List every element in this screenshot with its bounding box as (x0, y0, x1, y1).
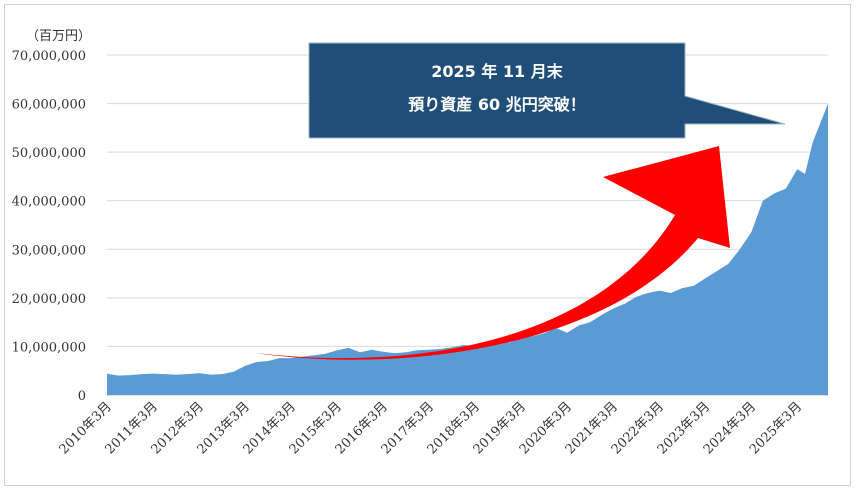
y-tick-label: 60,000,000 (12, 98, 86, 113)
callout: 2025 年 11 月末 預り資産 60 兆円突破！ (308, 42, 786, 139)
y-tick-label: 30,000,000 (12, 243, 86, 258)
y-tick-label: 20,000,000 (12, 292, 86, 307)
y-axis-labels: 0 10,000,000 20,000,000 30,000,000 40,000,00… (12, 49, 86, 404)
y-tick-label: 40,000,000 (12, 195, 86, 210)
y-tick-label: 70,000,000 (12, 49, 86, 64)
y-axis-unit-label: （百万円） (26, 29, 91, 44)
y-tick-label: 0 (78, 389, 86, 404)
area-series-fill (107, 103, 828, 395)
y-tick-label: 10,000,000 (12, 340, 86, 355)
chart-frame (4, 4, 851, 486)
callout-shape (308, 42, 786, 139)
y-tick-label: 50,000,000 (12, 146, 86, 161)
callout-line2: 預り資産 60 兆円突破！ (408, 95, 585, 114)
x-axis-labels: 2010年3月2011年3月2012年3月2013年3月2014年3月2015年… (57, 399, 806, 457)
callout-line1: 2025 年 11 月末 (431, 62, 564, 81)
red-growth-arrow (255, 146, 730, 360)
